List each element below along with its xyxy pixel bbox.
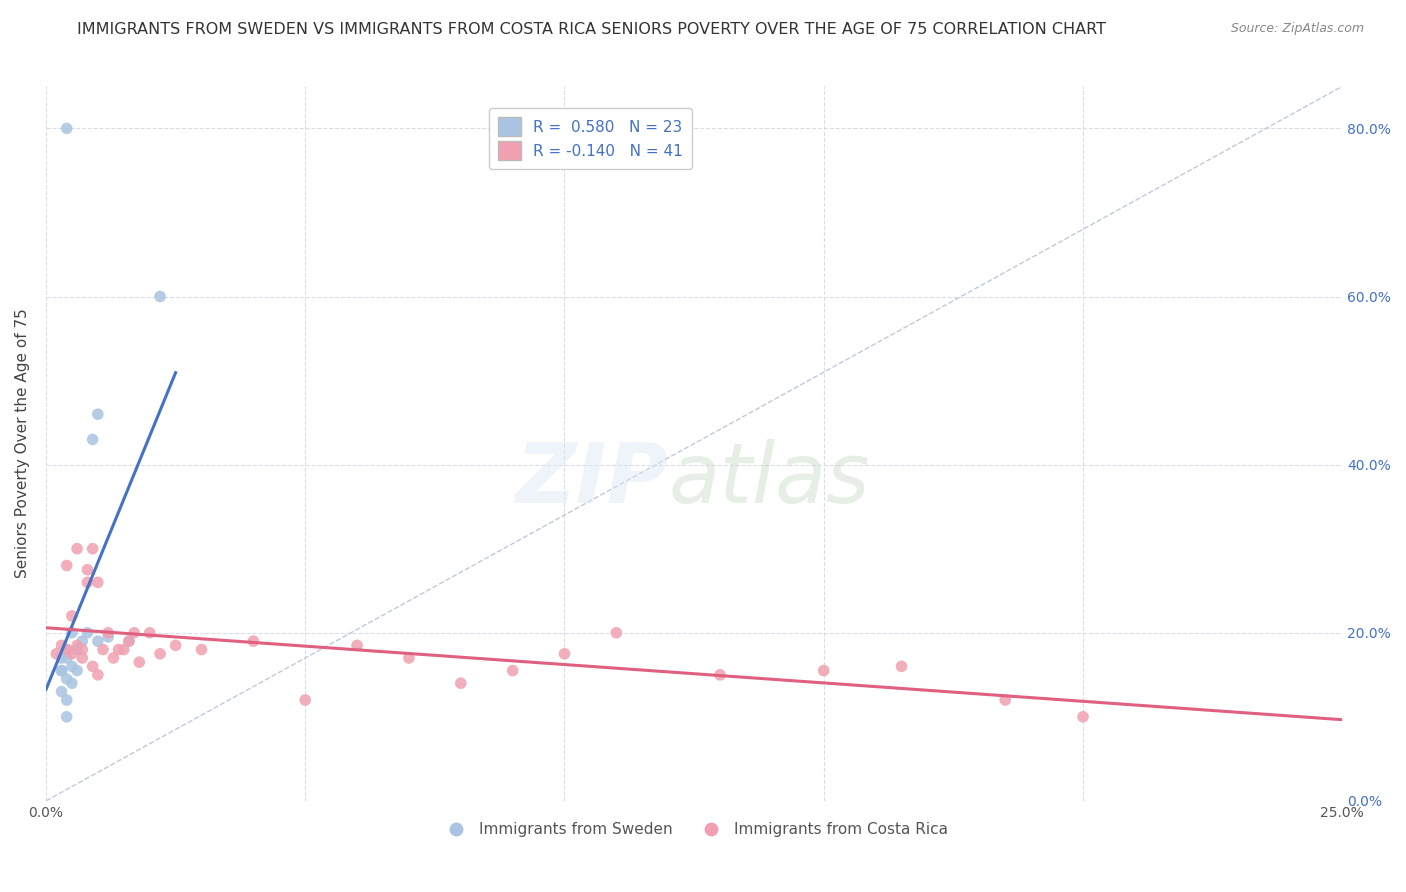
Point xyxy=(87,575,110,590)
Point xyxy=(51,664,73,678)
Point xyxy=(55,710,77,724)
Point xyxy=(51,639,73,653)
Point xyxy=(91,642,114,657)
Point xyxy=(55,693,77,707)
Point xyxy=(294,693,316,707)
Point xyxy=(709,667,731,681)
Point xyxy=(890,659,912,673)
Point xyxy=(66,642,89,657)
Point xyxy=(118,634,141,648)
Legend: Immigrants from Sweden, Immigrants from Costa Rica: Immigrants from Sweden, Immigrants from … xyxy=(434,816,953,843)
Point xyxy=(51,651,73,665)
Point xyxy=(994,693,1017,707)
Point xyxy=(813,664,835,678)
Point xyxy=(112,642,135,657)
Point xyxy=(553,647,575,661)
Point xyxy=(346,639,368,653)
Point xyxy=(82,659,104,673)
Point xyxy=(87,634,110,648)
Text: ZIP: ZIP xyxy=(516,439,668,520)
Point xyxy=(76,625,98,640)
Point xyxy=(138,625,160,640)
Point xyxy=(450,676,472,690)
Point xyxy=(51,664,73,678)
Point xyxy=(45,647,67,661)
Point xyxy=(66,541,89,556)
Point xyxy=(55,121,77,136)
Point xyxy=(398,651,420,665)
Point xyxy=(55,558,77,573)
Point xyxy=(165,639,187,653)
Point xyxy=(66,639,89,653)
Point xyxy=(190,642,212,657)
Point xyxy=(242,634,264,648)
Point xyxy=(605,625,627,640)
Point xyxy=(55,642,77,657)
Point xyxy=(128,655,150,669)
Point xyxy=(60,647,83,661)
Point xyxy=(82,541,104,556)
Point xyxy=(87,667,110,681)
Point xyxy=(118,634,141,648)
Point xyxy=(60,659,83,673)
Point xyxy=(82,433,104,447)
Point xyxy=(122,625,145,640)
Point xyxy=(149,647,172,661)
Text: Source: ZipAtlas.com: Source: ZipAtlas.com xyxy=(1230,22,1364,36)
Point xyxy=(72,651,94,665)
Point xyxy=(55,642,77,657)
Point xyxy=(103,651,125,665)
Point xyxy=(55,651,77,665)
Point xyxy=(502,664,524,678)
Point xyxy=(1071,710,1094,724)
Point xyxy=(97,625,120,640)
Text: atlas: atlas xyxy=(668,439,870,520)
Point xyxy=(51,684,73,698)
Y-axis label: Seniors Poverty Over the Age of 75: Seniors Poverty Over the Age of 75 xyxy=(15,309,30,579)
Point xyxy=(149,289,172,303)
Point xyxy=(72,642,94,657)
Point xyxy=(107,642,129,657)
Point xyxy=(97,630,120,644)
Point xyxy=(76,575,98,590)
Point xyxy=(76,563,98,577)
Point xyxy=(66,664,89,678)
Point xyxy=(60,625,83,640)
Point xyxy=(87,407,110,421)
Point xyxy=(60,609,83,624)
Point xyxy=(60,676,83,690)
Point xyxy=(55,672,77,686)
Point xyxy=(72,634,94,648)
Text: IMMIGRANTS FROM SWEDEN VS IMMIGRANTS FROM COSTA RICA SENIORS POVERTY OVER THE AG: IMMIGRANTS FROM SWEDEN VS IMMIGRANTS FRO… xyxy=(77,22,1107,37)
